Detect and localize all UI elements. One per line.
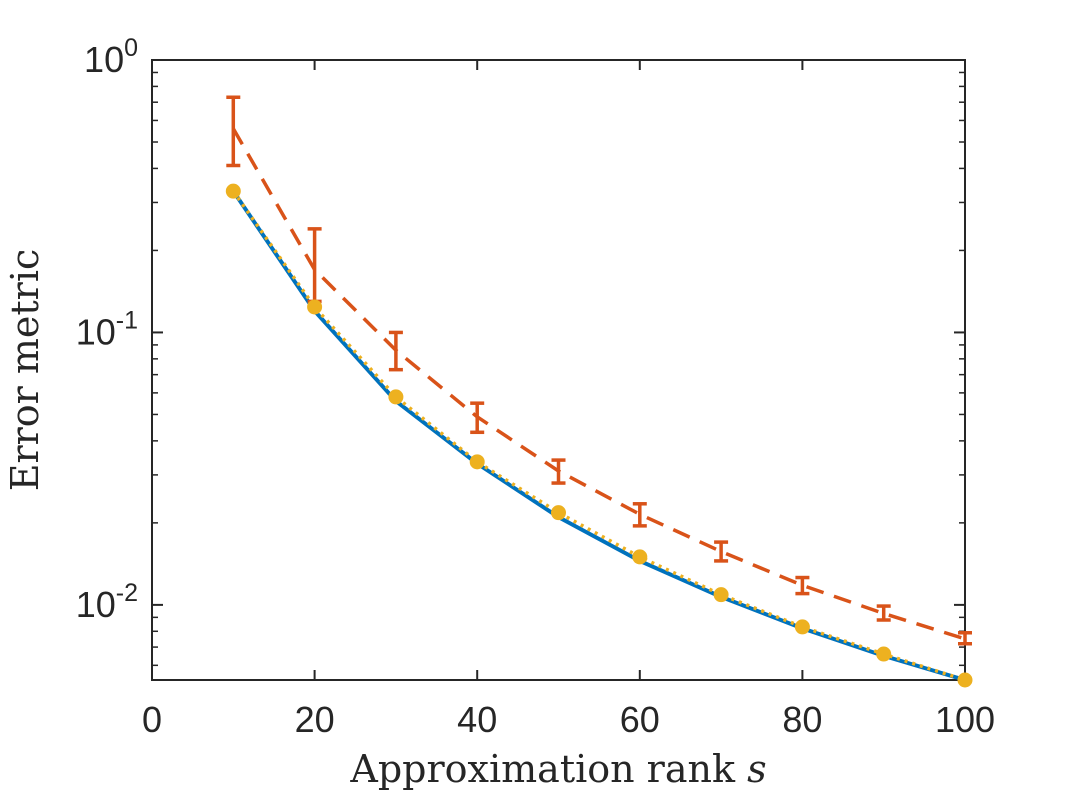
x-tick-label: 60 [620,699,660,740]
series-3-line [231,190,966,682]
y-tick-label: 100 [84,34,138,80]
y-tick-label: 10-1 [76,306,138,352]
x-axis-title: Approximation rank s [349,747,766,791]
series-1-line [231,190,966,682]
series-3-point [876,646,892,662]
series-3-point [794,619,810,635]
y-tick-label: 10-2 [76,579,138,625]
x-tick-label: 0 [142,699,162,740]
series-3-point [307,299,323,315]
series-2-line [231,127,966,641]
series-3-point [225,183,241,199]
y-axis-title: Error metric [3,249,47,492]
series-3-point [469,454,485,470]
x-tick-label: 20 [295,699,335,740]
series-3-point [957,672,973,688]
series-3-point [551,505,566,521]
series-3-point [388,389,404,405]
x-tick-label: 40 [457,699,497,740]
plot-area-box [151,59,966,681]
series-3-point [632,549,648,565]
x-tick-label: 80 [782,699,822,740]
series-3-point [713,587,729,603]
x-tick-label: 100 [935,699,995,740]
